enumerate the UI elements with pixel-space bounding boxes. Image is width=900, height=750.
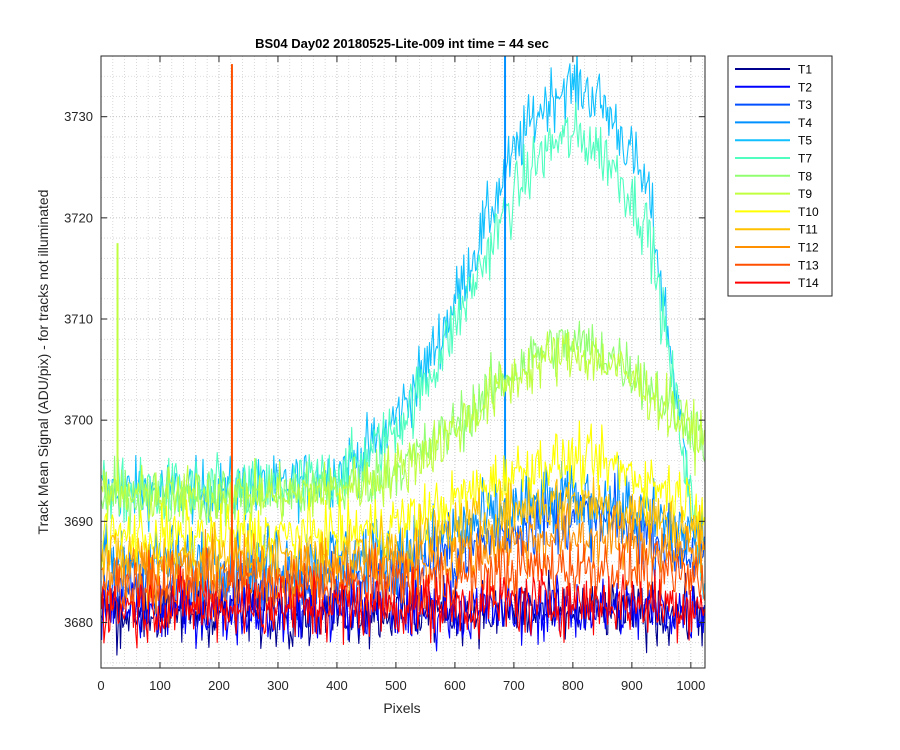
legend-label-t9: T9 — [798, 187, 812, 201]
y-tick-label: 3730 — [64, 109, 93, 124]
plot-area: 0 100 200 300 400 500 600 700 800 900 1000 3680 369… — [64, 55, 706, 693]
y-axis-label: Track Mean Signal (ADU/pix) - for tracks… — [35, 190, 51, 535]
legend-label-t1: T1 — [798, 63, 812, 77]
x-tick-label: 900 — [621, 678, 643, 693]
x-tick-label: 700 — [503, 678, 525, 693]
legend-items: T1 T2 T3 T4 T5 T7 T8 T9 T10 T11 T12 T13 T14 — [735, 63, 819, 290]
legend-label-t11: T11 — [798, 223, 818, 237]
y-tick-label: 3720 — [64, 210, 93, 225]
y-tick-label: 3680 — [64, 615, 93, 630]
legend-label-t13: T13 — [798, 258, 819, 272]
axes-box — [100, 55, 706, 669]
x-tick-label: 500 — [385, 678, 407, 693]
legend-label-t5: T5 — [798, 134, 812, 148]
legend: T1 T2 T3 T4 T5 T7 T8 T9 T10 T11 T12 T13 T14 — [727, 55, 833, 297]
series-layer — [101, 56, 705, 656]
y-tick-label: 3690 — [64, 514, 93, 529]
legend-label-t3: T3 — [798, 98, 812, 112]
legend-label-t12: T12 — [798, 241, 819, 255]
x-tick-label: 300 — [267, 678, 289, 693]
x-tick-label: 800 — [562, 678, 584, 693]
legend-label-t10: T10 — [798, 205, 819, 219]
x-tick-label: 600 — [444, 678, 466, 693]
chart-title: BS04 Day02 20180525-Lite-009 int time = … — [255, 36, 549, 51]
series-line-t10 — [101, 420, 705, 572]
legend-label-t4: T4 — [798, 116, 812, 130]
series-line-t13 — [101, 532, 705, 629]
x-tick-label: 100 — [149, 678, 171, 693]
x-tick-label: 400 — [326, 678, 348, 693]
x-axis-label: Pixels — [383, 700, 420, 716]
legend-label-t14: T14 — [798, 276, 819, 290]
x-axis-ticks: 0 100 200 300 400 500 600 700 800 900 1000 — [97, 56, 705, 693]
x-tick-label: 200 — [208, 678, 230, 693]
x-tick-label: 1000 — [676, 678, 705, 693]
y-axis-ticks: 3680 3690 3700 3710 3720 3730 — [64, 109, 705, 630]
series-line-t7 — [101, 102, 705, 599]
series-line-t14 — [101, 566, 705, 649]
legend-label-t8: T8 — [798, 169, 812, 183]
y-tick-label: 3710 — [64, 312, 93, 327]
x-tick-label: 0 — [97, 678, 104, 693]
legend-label-t2: T2 — [798, 80, 812, 94]
series-line-t5 — [101, 56, 705, 600]
y-tick-label: 3700 — [64, 413, 93, 428]
legend-label-t7: T7 — [798, 152, 812, 166]
series-line-t9 — [101, 331, 705, 522]
series-line-t12 — [101, 503, 705, 614]
